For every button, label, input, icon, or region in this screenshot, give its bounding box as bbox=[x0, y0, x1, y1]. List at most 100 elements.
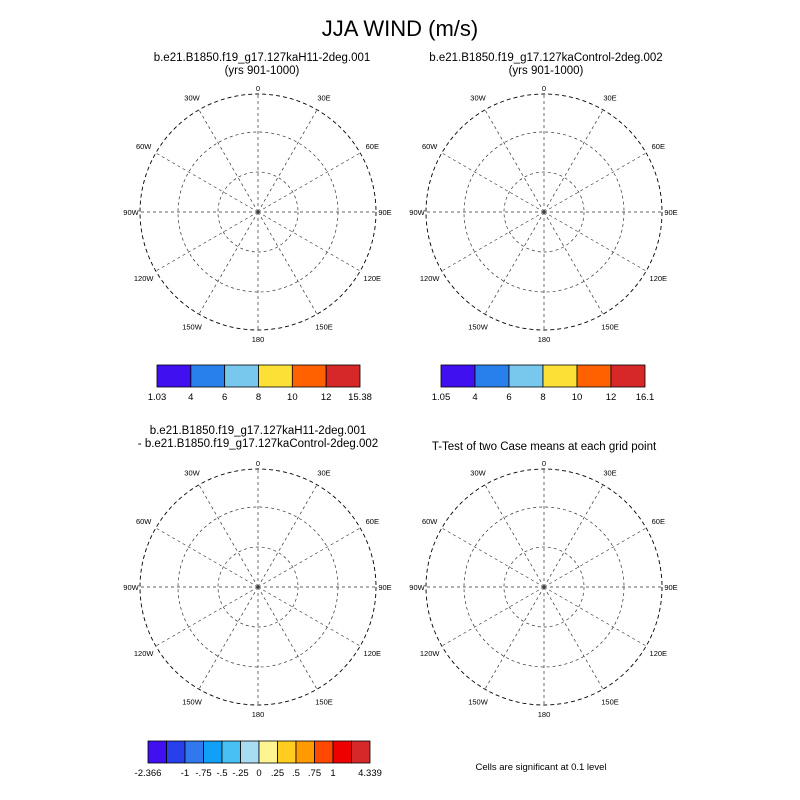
colorbar-tick-label: 4.339 bbox=[358, 768, 382, 779]
longitude-label: 120E bbox=[650, 274, 668, 283]
longitude-label: 180 bbox=[252, 335, 265, 344]
meridian-line bbox=[257, 109, 318, 213]
meridian-line bbox=[257, 211, 361, 272]
colorbar-tick-label: -2.366 bbox=[134, 768, 162, 779]
longitude-label: 120E bbox=[650, 649, 668, 658]
colorbar-swatch bbox=[166, 740, 186, 764]
meridian-line bbox=[198, 484, 259, 588]
field-region bbox=[166, 499, 362, 693]
map-field bbox=[452, 499, 648, 693]
longitude-label: 120E bbox=[364, 274, 382, 283]
meridian-line bbox=[543, 211, 604, 315]
colorbar-swatch bbox=[190, 364, 226, 388]
meridian-line bbox=[257, 527, 361, 588]
panel-4-title: T-Test of two Case means at each grid po… bbox=[431, 441, 657, 453]
map-field bbox=[166, 124, 362, 318]
colorbar-tick-label: 6 bbox=[222, 392, 228, 403]
colorbar-swatch bbox=[542, 364, 578, 388]
meridian-line bbox=[198, 211, 259, 315]
colorbar-swatch bbox=[351, 740, 371, 764]
longitude-label: 60E bbox=[366, 142, 379, 151]
meridian-line bbox=[257, 586, 361, 647]
colorbar-tick-label: 15.38 bbox=[348, 392, 372, 403]
antarctica-coastline bbox=[456, 132, 639, 312]
longitude-label: 0 bbox=[542, 459, 546, 468]
antarctica-coastline bbox=[170, 507, 353, 687]
map-panel-2: 0 30E 60E 90E 120E 150E 180 150W 120W 90W 60W 30W bbox=[409, 84, 677, 344]
meridian-line bbox=[155, 152, 259, 213]
meridian-line bbox=[155, 586, 259, 647]
longitude-label: 150E bbox=[315, 322, 333, 331]
meridian-line bbox=[484, 109, 545, 213]
longitude-label: 90W bbox=[409, 583, 425, 592]
colorbar-swatch bbox=[156, 364, 192, 388]
meridian-line bbox=[257, 484, 318, 588]
longitude-label: 60W bbox=[136, 517, 152, 526]
field-region bbox=[233, 177, 293, 262]
colorbar-1 bbox=[156, 364, 361, 388]
longitude-label: 60W bbox=[136, 142, 152, 151]
colorbar-tick-label: .5 bbox=[292, 768, 300, 779]
colorbar-swatch bbox=[224, 364, 259, 388]
longitude-label: 90E bbox=[378, 583, 391, 592]
meridian-line bbox=[257, 586, 318, 690]
colorbar-tick-label: 10 bbox=[287, 392, 298, 403]
panel-3-title: b.e21.B1850.f19_g17.127kaH11-2deg.001 - … bbox=[138, 425, 378, 451]
colorbar-swatch bbox=[325, 364, 361, 388]
colorbar-swatch bbox=[474, 364, 510, 388]
longitude-label: 30W bbox=[470, 94, 486, 103]
longitude-label: 150W bbox=[182, 322, 203, 331]
latitude-circle bbox=[503, 546, 585, 628]
longitude-label: 90E bbox=[664, 208, 677, 217]
colorbar-tick-label: -1 bbox=[180, 768, 190, 779]
longitude-label: 120W bbox=[420, 274, 441, 283]
colorbar-swatch bbox=[147, 740, 167, 764]
panel-3-case-a: b.e21.B1850.f19_g17.127kaH11-2deg.001 bbox=[149, 425, 367, 437]
longitude-label: 30E bbox=[603, 469, 616, 478]
longitude-label: 150W bbox=[468, 697, 489, 706]
meridian-line bbox=[441, 211, 545, 272]
meridian-line bbox=[441, 527, 545, 588]
meridian-line bbox=[484, 586, 545, 690]
longitude-label: 150E bbox=[315, 697, 333, 706]
longitude-label: 120W bbox=[134, 649, 155, 658]
longitude-label: 30E bbox=[317, 94, 330, 103]
meridian-line bbox=[484, 211, 545, 315]
latitude-circle bbox=[217, 546, 299, 628]
colorbar-tick-label: .75 bbox=[307, 768, 322, 779]
longitude-label: 120W bbox=[420, 649, 441, 658]
longitude-label: 90W bbox=[123, 583, 139, 592]
longitude-label: 180 bbox=[252, 710, 265, 719]
longitude-label: 120W bbox=[134, 274, 155, 283]
colorbar-tick-label: 4 bbox=[188, 392, 194, 403]
meridian-line bbox=[543, 152, 647, 213]
longitude-label: 0 bbox=[256, 459, 260, 468]
field-region bbox=[452, 499, 648, 693]
meridian-line bbox=[155, 527, 259, 588]
longitude-label: 30W bbox=[184, 469, 200, 478]
field-region bbox=[166, 505, 253, 592]
field-region bbox=[566, 172, 576, 202]
meridian-line bbox=[543, 109, 604, 213]
longitude-label: 60E bbox=[366, 517, 379, 526]
colorbar-swatch bbox=[508, 364, 544, 388]
map-boundary bbox=[425, 93, 663, 331]
map-field bbox=[452, 124, 648, 318]
colorbar-tick-label: 8 bbox=[255, 392, 262, 403]
colorbar-tick-label: 10 bbox=[571, 392, 583, 403]
longitude-label: 60W bbox=[422, 517, 438, 526]
longitude-label: 0 bbox=[256, 84, 260, 93]
field-region bbox=[452, 124, 648, 318]
longitude-label: 30E bbox=[317, 469, 330, 478]
longitude-label: 90E bbox=[664, 583, 677, 592]
map-panel-1: 0 30E 60E 90E 120E 150E 180 150W 120W 90W 60W 30W bbox=[123, 84, 391, 344]
colorbar-swatch bbox=[291, 364, 327, 388]
colorbar-swatch bbox=[440, 364, 476, 388]
panel-1-case: b.e21.B1850.f19_g17.127kaH11-2deg.001 bbox=[153, 52, 371, 64]
panel-2-case: b.e21.B1850.f19_g17.127kaControl-2deg.00… bbox=[429, 52, 663, 64]
longitude-label: 30W bbox=[470, 469, 486, 478]
latitude-circle bbox=[503, 171, 585, 253]
meridian-line bbox=[543, 527, 647, 588]
longitude-label: 120E bbox=[364, 649, 382, 658]
colorbar-swatch bbox=[184, 740, 204, 764]
